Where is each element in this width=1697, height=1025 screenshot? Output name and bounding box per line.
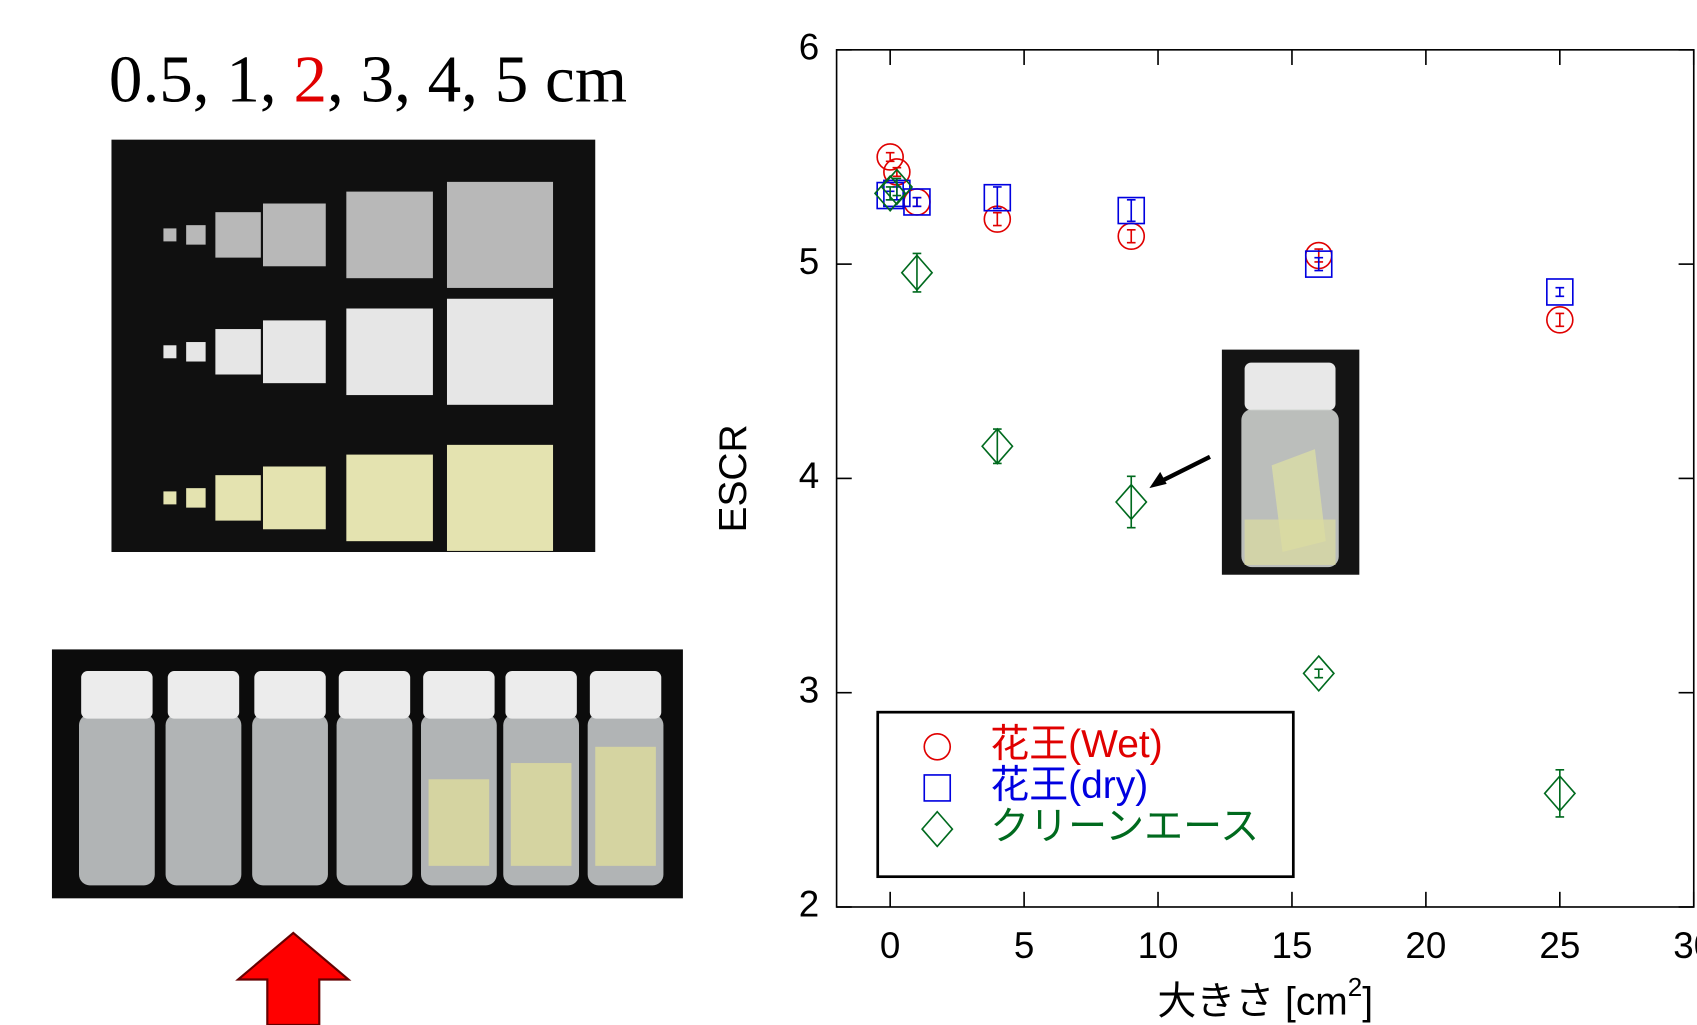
sample-square [186, 342, 205, 361]
x-label-part: 2 [1348, 972, 1362, 1002]
vial-sheet [429, 779, 490, 866]
y-tick-label: 2 [799, 884, 819, 925]
sample-photo [111, 140, 595, 552]
red-arrow [238, 933, 348, 1025]
vial-sheet [595, 747, 656, 866]
caption-part: , 3, 4, 5 cm [327, 42, 627, 117]
x-label-part: 大きさ [cm [1157, 981, 1347, 1024]
vial-cap [254, 671, 325, 719]
vial-cap [168, 671, 239, 719]
vial-glass [79, 714, 155, 885]
vial-glass [337, 714, 413, 885]
sample-square [447, 182, 553, 288]
error-bar [993, 429, 1002, 463]
slide: 0.5, 1, 2, 3, 4, 5 cm ESCR 大きさ [cm2] 234… [0, 0, 1697, 1025]
legend-label: 花王(dry) [990, 764, 1148, 807]
error-bar [993, 187, 1002, 208]
vial-cap [339, 671, 410, 719]
sample-square [346, 455, 433, 542]
x-tick-label: 10 [1138, 925, 1179, 966]
error-bar [1555, 288, 1564, 297]
sample-square [263, 320, 326, 383]
x-tick-label: 0 [880, 925, 900, 966]
legend-label: クリーンエース [990, 805, 1259, 848]
vial-cap [423, 671, 494, 719]
x-tick-label: 15 [1271, 925, 1312, 966]
vial-glass [166, 714, 242, 885]
sample-square [447, 445, 553, 551]
x-tick-label: 30 [1673, 925, 1697, 966]
sample-square [215, 475, 260, 520]
y-axis-label: ESCR [712, 424, 755, 532]
x-axis-label: 大きさ [cm2] [1157, 972, 1373, 1024]
error-bar [1314, 669, 1323, 678]
inset-photo [1222, 350, 1359, 575]
y-tick-label: 6 [799, 27, 819, 68]
sample-square [215, 329, 260, 374]
sample-square [346, 308, 433, 395]
size-caption: 0.5, 1, 2, 3, 4, 5 cm [109, 42, 627, 117]
vial-photo [52, 649, 683, 898]
error-bar [1127, 200, 1136, 221]
sample-square [263, 204, 326, 267]
inset-arrow-head [1149, 472, 1166, 488]
x-tick-label: 20 [1405, 925, 1446, 966]
y-tick-label: 5 [799, 241, 819, 282]
caption-part: 2 [293, 42, 327, 117]
error-bar [1127, 230, 1136, 243]
sample-square [215, 212, 260, 257]
legend-label: 花王(Wet) [990, 723, 1162, 766]
vial-sheet [511, 763, 572, 866]
error-bar [913, 198, 922, 207]
sample-square [163, 345, 176, 358]
sample-square [263, 467, 326, 530]
sample-square [447, 299, 553, 405]
x-label-part: ] [1362, 981, 1373, 1024]
sample-square [163, 228, 176, 241]
sample-square [186, 225, 205, 244]
y-tick-label: 4 [799, 455, 819, 496]
vial-glass [252, 714, 328, 885]
vial-cap [590, 671, 661, 719]
error-bar [993, 213, 1002, 226]
caption-part: 0.5, 1, [109, 42, 294, 117]
vial-cap [81, 671, 152, 719]
y-tick-label: 3 [799, 669, 819, 710]
sample-square [163, 491, 176, 504]
error-bar [1555, 313, 1564, 326]
sample-square [346, 192, 433, 279]
x-tick-label: 25 [1539, 925, 1580, 966]
x-tick-label: 5 [1014, 925, 1034, 966]
vial-cap [505, 671, 576, 719]
sample-square [186, 488, 205, 507]
